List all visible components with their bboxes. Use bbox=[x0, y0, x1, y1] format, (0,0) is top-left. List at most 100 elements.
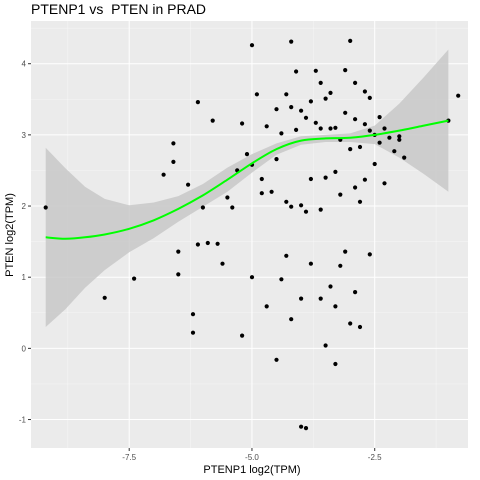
data-point bbox=[289, 317, 294, 322]
data-point bbox=[362, 89, 367, 94]
data-point bbox=[220, 261, 225, 266]
chart-title: PTENP1 vs PTEN in PRAD bbox=[31, 1, 207, 17]
data-point bbox=[240, 121, 245, 126]
data-point bbox=[377, 140, 382, 145]
data-point bbox=[303, 115, 309, 120]
data-point bbox=[195, 242, 200, 247]
data-point bbox=[343, 110, 348, 115]
data-point bbox=[190, 330, 196, 335]
data-point bbox=[348, 321, 353, 326]
data-point bbox=[308, 99, 313, 104]
data-point bbox=[402, 155, 407, 160]
data-point bbox=[318, 207, 323, 212]
data-point bbox=[132, 276, 137, 281]
data-point bbox=[299, 296, 304, 301]
data-point bbox=[249, 275, 255, 280]
data-point bbox=[313, 68, 318, 73]
data-point bbox=[230, 205, 235, 210]
data-point bbox=[279, 277, 284, 282]
data-point bbox=[195, 100, 200, 105]
data-point bbox=[171, 141, 176, 146]
data-point bbox=[353, 290, 358, 295]
data-point bbox=[294, 127, 299, 132]
data-point bbox=[382, 181, 387, 186]
axes: -7.5 -5.0 -2.5 -1 0 1 2 3 4 bbox=[19, 60, 382, 462]
data-point bbox=[264, 304, 269, 309]
data-point bbox=[377, 115, 382, 120]
data-point bbox=[274, 157, 279, 162]
data-point bbox=[323, 96, 328, 101]
y-tick-label: 0 bbox=[22, 344, 27, 353]
data-point bbox=[186, 182, 191, 187]
data-point bbox=[348, 147, 353, 152]
data-point bbox=[303, 426, 309, 431]
data-point bbox=[318, 126, 323, 131]
data-point bbox=[338, 263, 343, 268]
data-point bbox=[367, 95, 372, 100]
data-point bbox=[348, 38, 353, 44]
data-point bbox=[259, 176, 264, 182]
data-point bbox=[210, 118, 215, 123]
data-point bbox=[353, 185, 358, 190]
smooth-line-layer bbox=[45, 119, 449, 240]
data-point bbox=[357, 144, 363, 150]
data-point bbox=[279, 131, 284, 136]
data-point bbox=[333, 304, 338, 309]
data-point bbox=[176, 272, 181, 277]
y-tick-label: -1 bbox=[19, 416, 27, 425]
data-point bbox=[244, 152, 250, 157]
data-point bbox=[338, 192, 343, 197]
data-point bbox=[372, 161, 377, 167]
data-point bbox=[299, 108, 304, 113]
data-point bbox=[362, 122, 367, 127]
y-tick-label: 4 bbox=[22, 60, 27, 69]
data-point bbox=[397, 134, 402, 139]
data-point bbox=[318, 80, 323, 85]
data-point bbox=[333, 125, 338, 130]
x-tick-label: -7.5 bbox=[122, 453, 136, 462]
data-point bbox=[357, 324, 363, 330]
data-point bbox=[382, 126, 387, 131]
data-point bbox=[397, 137, 402, 142]
data-point bbox=[249, 43, 255, 48]
data-point bbox=[323, 343, 328, 348]
data-point bbox=[353, 117, 358, 122]
data-point bbox=[353, 80, 358, 85]
data-point bbox=[387, 135, 392, 140]
x-tick-label: -2.5 bbox=[368, 453, 382, 462]
data-point bbox=[284, 199, 289, 204]
data-point bbox=[161, 172, 166, 177]
data-point bbox=[289, 105, 294, 110]
y-tick-label: 2 bbox=[22, 202, 27, 211]
data-point bbox=[303, 209, 309, 214]
data-point bbox=[43, 205, 48, 210]
y-tick-label: 1 bbox=[22, 273, 27, 282]
smooth-line bbox=[45, 119, 449, 240]
data-point bbox=[274, 357, 279, 362]
data-point bbox=[367, 128, 372, 133]
y-tick-label: 3 bbox=[22, 131, 27, 140]
data-point bbox=[205, 240, 210, 246]
data-point bbox=[328, 284, 333, 289]
data-point bbox=[284, 253, 289, 258]
data-point bbox=[308, 261, 313, 266]
data-point bbox=[294, 69, 299, 74]
data-point bbox=[215, 241, 220, 246]
data-point bbox=[362, 177, 367, 182]
data-point bbox=[176, 249, 181, 254]
data-point bbox=[456, 93, 461, 98]
data-point bbox=[328, 126, 333, 131]
data-point bbox=[190, 312, 196, 317]
data-point bbox=[289, 204, 294, 209]
data-point bbox=[357, 199, 363, 204]
data-point bbox=[259, 191, 264, 196]
data-point bbox=[328, 90, 333, 95]
data-point bbox=[289, 39, 294, 44]
data-point bbox=[254, 92, 259, 97]
data-point bbox=[225, 195, 230, 200]
data-point bbox=[102, 295, 107, 300]
data-point bbox=[392, 149, 397, 154]
data-point bbox=[333, 169, 338, 174]
data-point bbox=[343, 249, 348, 254]
y-axis-title: PTEN log2(TPM) bbox=[4, 193, 16, 277]
